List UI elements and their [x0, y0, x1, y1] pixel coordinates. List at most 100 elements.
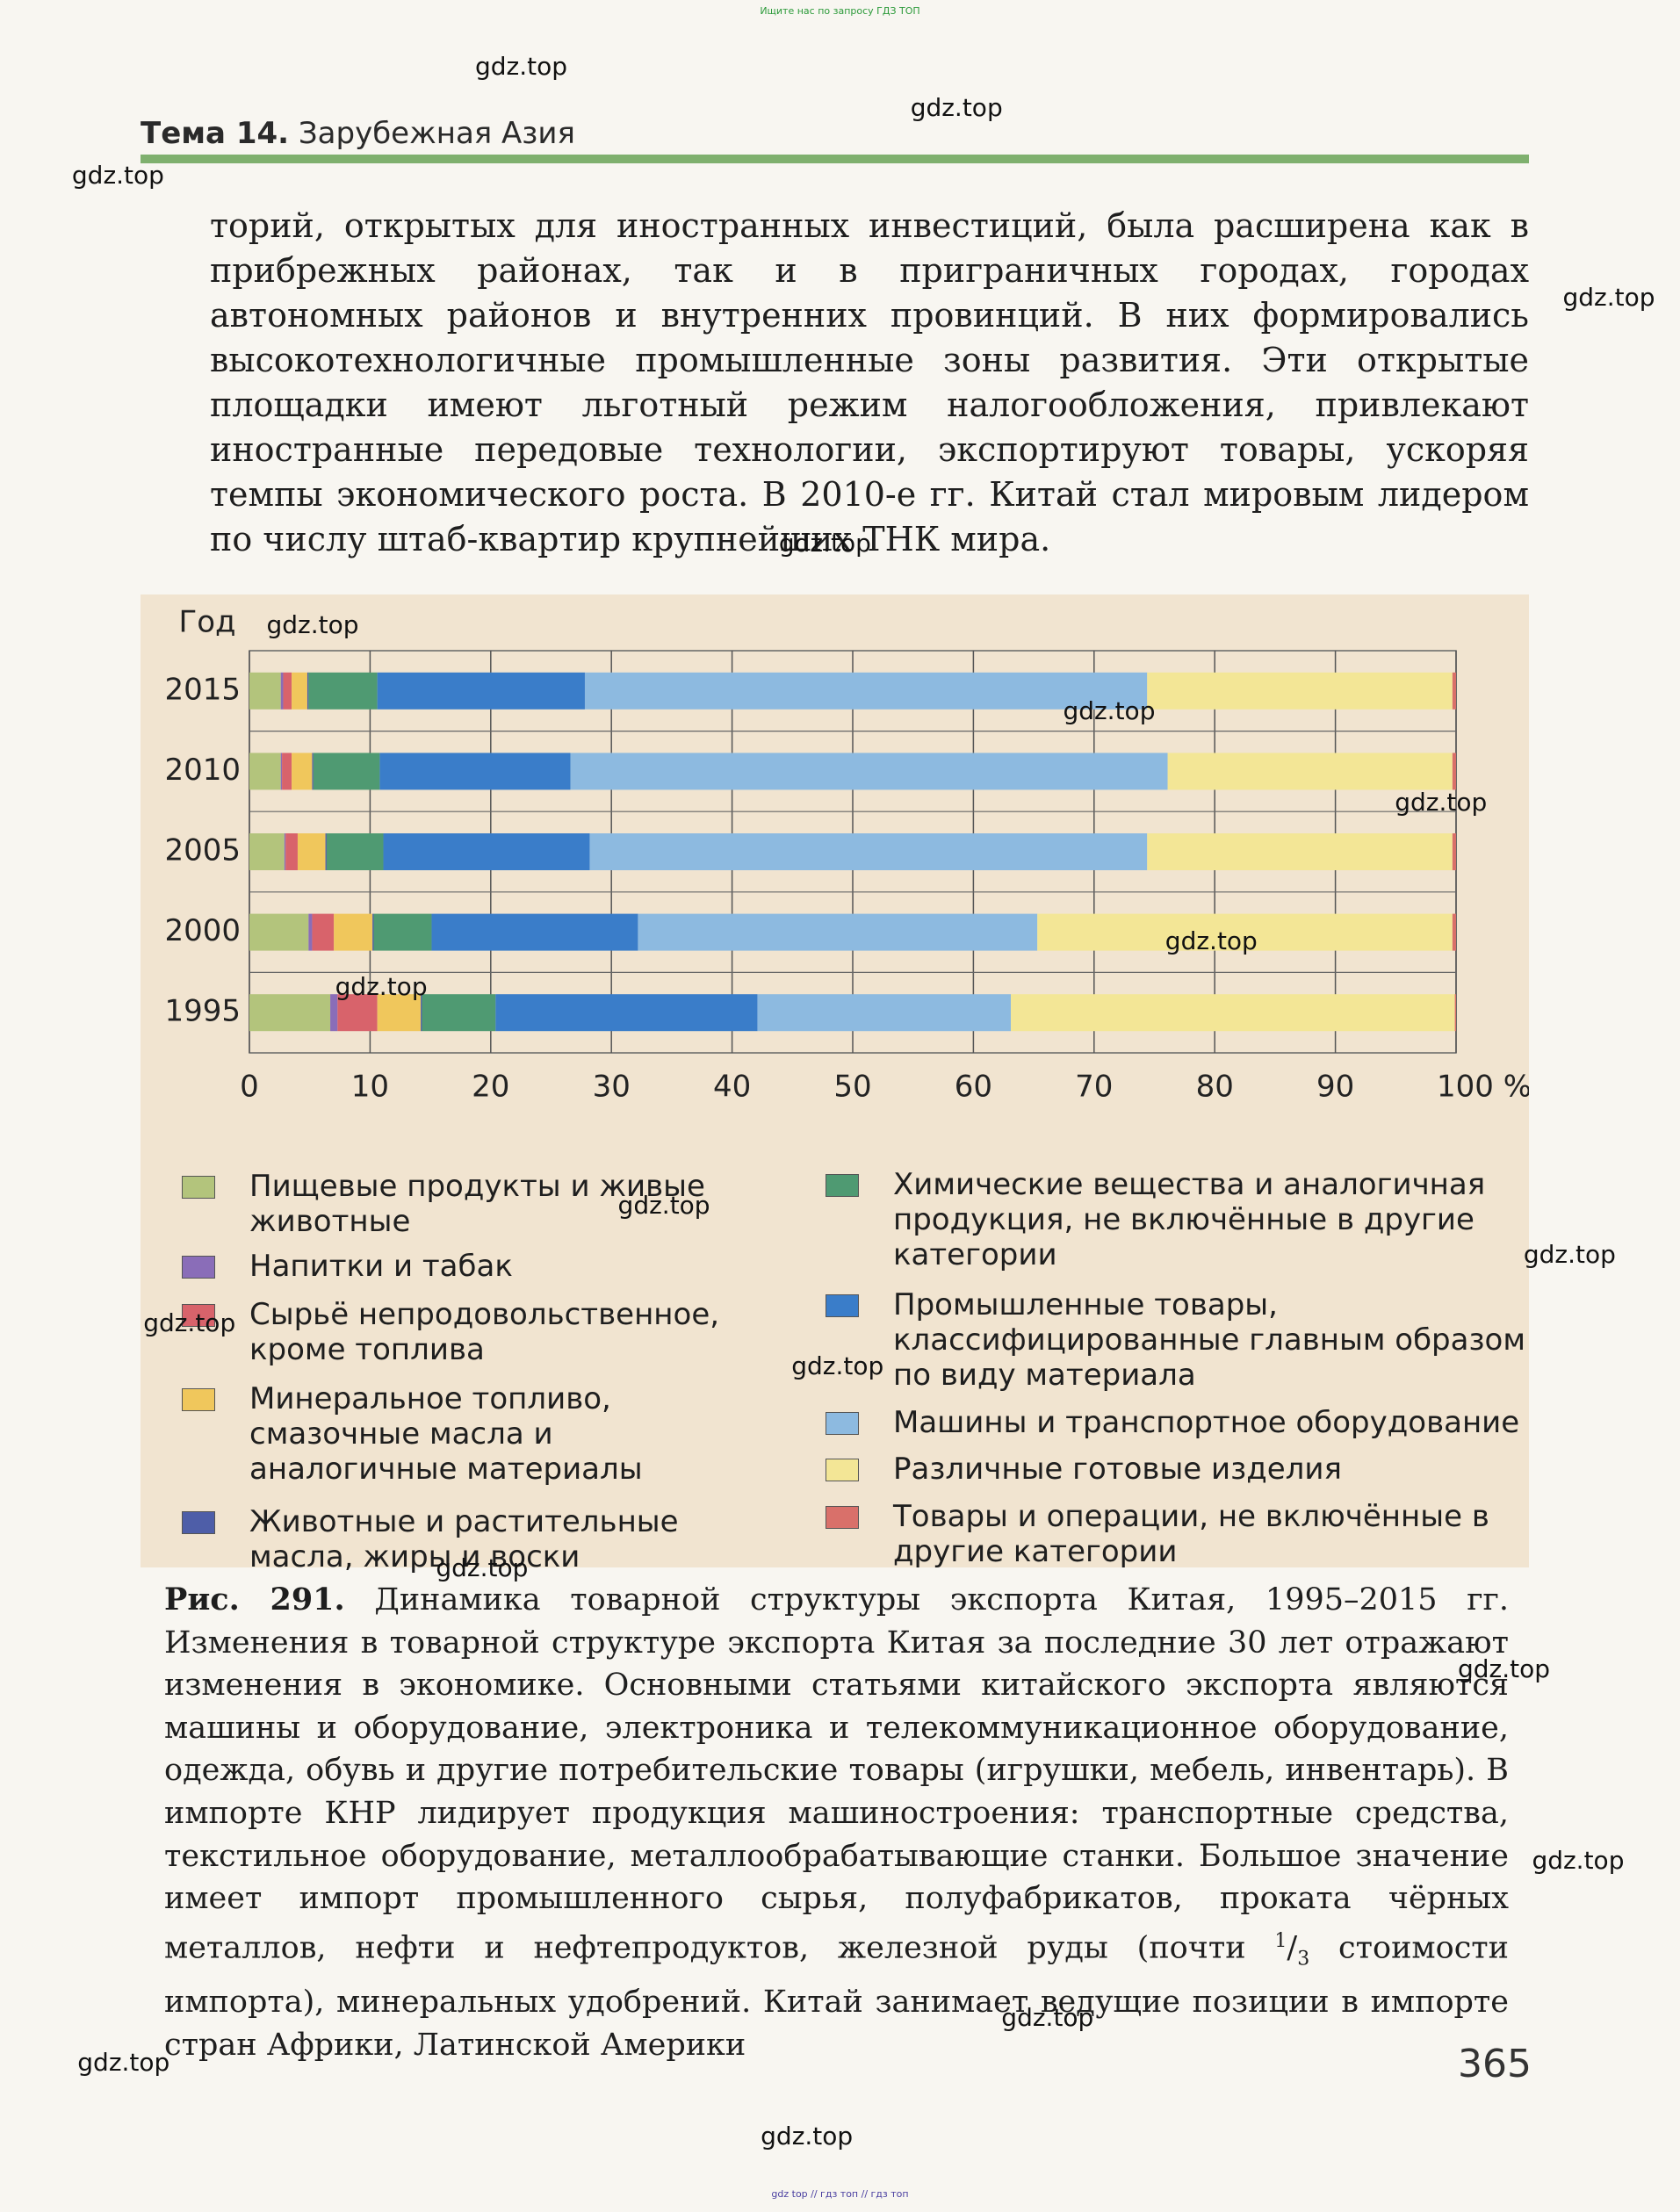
caption: Рис. 291. Динамика товарной структуры эк… [164, 1582, 1510, 2063]
x-tick-label: 10 [351, 1070, 389, 1105]
y-tick-label: 2010 [164, 753, 241, 788]
bar-segment [249, 753, 281, 790]
header: Тема 14. Зарубежная Азия [141, 116, 575, 151]
legend-swatch [826, 1459, 859, 1481]
bar-segment [589, 833, 1148, 870]
legend-label: Промышленные товары, классифицированные … [893, 1287, 1525, 1393]
bottom-note: gdz top // гдз топ // гдз топ [771, 2188, 909, 2200]
caption-label: Рис. 291. [164, 1582, 345, 1618]
legend-label: Машины и транспортное оборудование [893, 1405, 1520, 1440]
x-tick-label: 70 [1075, 1070, 1113, 1105]
legend-label: Сырьё непродовольственное, кроме топлива [249, 1297, 720, 1367]
bar-segment [297, 833, 326, 870]
bar-segment [570, 753, 1168, 790]
watermark: gdz.top [1562, 282, 1655, 312]
bar-segment [292, 753, 313, 790]
x-tick-label: 20 [472, 1070, 509, 1105]
y-tick-label: 2015 [164, 672, 241, 707]
watermark: gdz.top [1457, 1654, 1550, 1683]
legend-label: Животные и растительные масла, жиры и во… [249, 1504, 679, 1574]
bar-segment [584, 672, 1148, 710]
bar-segment [373, 913, 432, 951]
watermark: gdz.top [1395, 787, 1488, 817]
bar-segment [1454, 994, 1456, 1032]
x-tick-label: 80 [1196, 1070, 1234, 1105]
caption-text: стоимости импорта), минеральных удобрени… [164, 1930, 1509, 2063]
legend-swatch [826, 1174, 859, 1197]
watermark: gdz.top [474, 51, 567, 81]
legend-swatch [182, 1304, 215, 1327]
x-tick-label: 40 [713, 1070, 751, 1105]
bar-segment [1452, 833, 1456, 870]
watermark: gdz.top [266, 609, 359, 639]
watermark: gdz.top [1001, 2002, 1094, 2032]
bar-segment [313, 753, 380, 790]
bar-segment [379, 753, 571, 790]
bar-segment [372, 913, 374, 951]
legend-swatch [826, 1412, 859, 1435]
y-tick-label: 2005 [164, 833, 241, 868]
watermark: gdz.top [761, 2122, 854, 2151]
legend-swatch [182, 1388, 215, 1411]
bar-segment [249, 913, 309, 951]
bar-segment [280, 753, 283, 790]
x-tick-label: 90 [1316, 1070, 1354, 1105]
bar-segment [280, 672, 284, 710]
watermark: gdz.top [335, 972, 428, 1002]
watermark: gdz.top [791, 1351, 884, 1381]
legend-label: Различные готовые изделия [893, 1452, 1342, 1487]
watermark: gdz.top [910, 93, 1003, 123]
bar-segment [431, 913, 638, 951]
watermark: gdz.top [778, 529, 871, 558]
x-tick-label: 30 [593, 1070, 631, 1105]
bar-segment [1147, 672, 1453, 710]
bar-segment [1452, 913, 1456, 951]
x-tick-label: 60 [955, 1070, 992, 1105]
bar-segment [1452, 753, 1456, 790]
bar-segment [334, 913, 373, 951]
x-tick-label: 100 % [1437, 1070, 1529, 1105]
legend-label: Минеральное топливо, смазочные масла и а… [249, 1381, 643, 1487]
bar-segment [638, 913, 1038, 951]
bar-segment [249, 672, 281, 710]
fraction-denominator: 3 [1297, 1948, 1310, 1971]
bar-segment [292, 672, 307, 710]
watermark: gdz.top [617, 1191, 710, 1221]
legend-label: Химические вещества и аналогичная продук… [893, 1167, 1486, 1272]
header-label: Тема 14. [141, 116, 290, 151]
x-tick-label: 50 [833, 1070, 871, 1105]
legend-swatch [182, 1256, 215, 1279]
y-tick-label: 1995 [164, 994, 241, 1029]
bar-segment [249, 833, 285, 870]
bar-segment [1010, 994, 1455, 1032]
bar-segment [312, 913, 335, 951]
legend-label: Пищевые продукты и живые животные [249, 1169, 705, 1239]
bar-segment [337, 994, 378, 1032]
bar-segment [330, 994, 338, 1032]
x-tick-label: 0 [240, 1070, 259, 1105]
legend-swatch [182, 1176, 215, 1199]
watermark: gdz.top [1063, 696, 1156, 726]
legend-swatch [826, 1506, 859, 1529]
fraction-numerator: 1 [1274, 1929, 1287, 1952]
bar-segment [282, 753, 292, 790]
bar-segment [326, 833, 384, 870]
top-note: Ищите нас по запросу ГДЗ ТОП [760, 5, 920, 17]
bar-segment [757, 994, 1011, 1032]
legend-label: Напитки и табак [249, 1249, 513, 1284]
watermark: gdz.top [436, 1553, 529, 1582]
watermark: gdz.top [1532, 1846, 1625, 1876]
watermark: gdz.top [143, 1308, 236, 1337]
bar-segment [308, 672, 378, 710]
bar-segment [283, 672, 292, 710]
header-rule [141, 155, 1529, 163]
bar-segment [422, 994, 496, 1032]
chart: 0 10 20 30 40 50 60 70 80 90 100 % Год 2015 2010 2005 2… [164, 605, 1529, 1105]
paragraph: торий, открытых для иностранных инвестиц… [210, 206, 1529, 558]
header-title: Зарубежная Азия [298, 116, 575, 151]
bar-segment [1147, 833, 1453, 870]
bar-segment [249, 994, 331, 1032]
bar-segment [421, 994, 422, 1032]
page-number: 365 [1458, 2042, 1532, 2086]
bar-segment [325, 833, 327, 870]
